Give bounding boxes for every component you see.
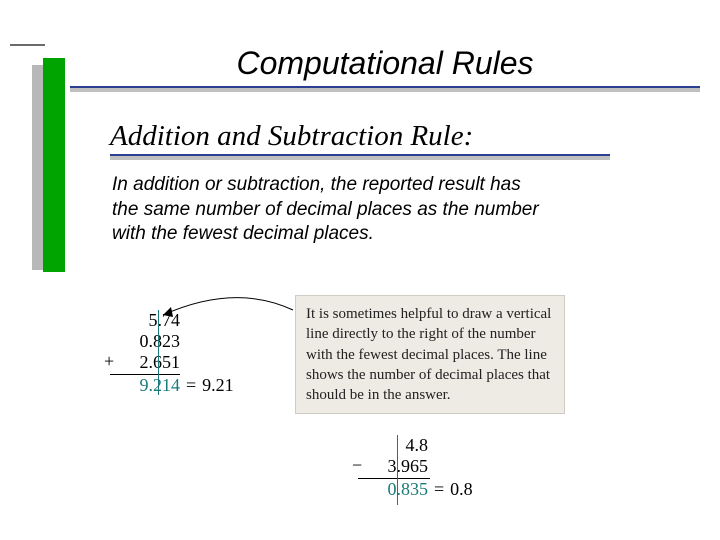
diff-result-row: 0.835 = 0.8 [370,479,473,500]
plus-sign: + [104,351,114,372]
example-subtraction: 4.8 − 3.965 0.835 = 0.8 [370,435,473,500]
title-underline [70,86,700,88]
subtitle-underline [110,154,610,156]
operand-3: 2.651 [140,352,181,372]
subtitle: Addition and Subtraction Rule: [110,120,610,155]
operand-b: 3.965 [388,456,429,476]
rounded-sum: 9.21 [202,375,234,396]
decimal-guideline-2 [397,435,398,505]
subtitle-block: Addition and Subtraction Rule: [110,120,610,156]
page-title: Computational Rules [70,45,700,86]
green-accent-bar [43,58,65,272]
minus-sign: − [352,455,362,476]
raw-diff: 0.835 [370,479,428,500]
top-dash [10,44,45,46]
operand-b-row: − 3.965 [370,456,428,477]
subtitle-underline-shadow [110,156,610,160]
raw-sum: 9.214 [120,375,180,396]
title-block: Computational Rules [70,45,700,88]
operand-2: 0.823 [120,331,180,352]
equals-sign-1: = [186,375,196,396]
tip-callout: It is sometimes helpful to draw a vertic… [295,295,565,414]
sum-result-row: 9.214 = 9.21 [120,375,234,396]
title-underline-shadow [70,88,700,92]
operand-a: 4.8 [370,435,428,456]
operand-3-row: + 2.651 [120,352,180,373]
body-text: In addition or subtraction, the reported… [112,173,542,247]
rounded-diff: 0.8 [450,479,473,500]
arrow-icon [155,285,295,330]
equals-sign-2: = [434,479,444,500]
